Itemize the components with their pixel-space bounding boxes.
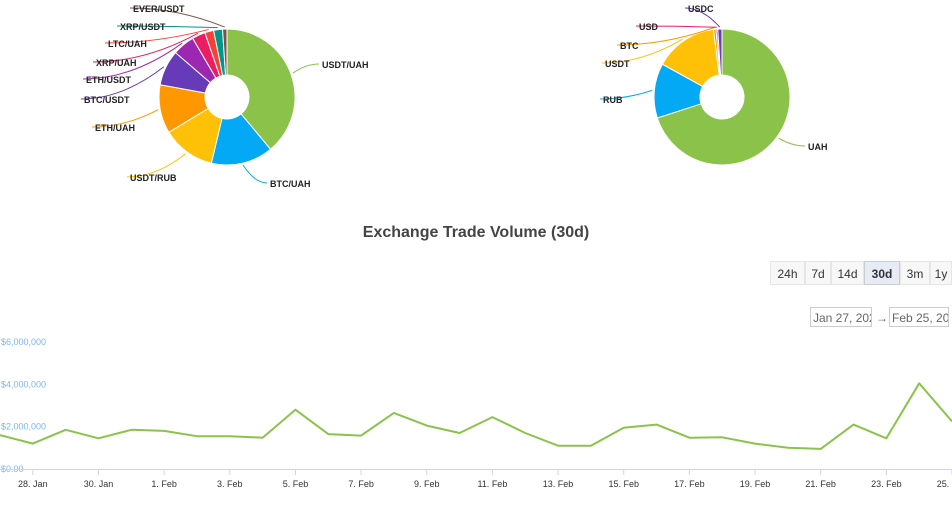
pie-label-usdc: USDC [688,4,714,14]
pie-slice-usdc[interactable] [717,28,723,76]
pie-label-eth-usdt: ETH/USDT [86,75,132,85]
pie-connector-usdt [601,38,683,64]
pie-slice-usdt-uah[interactable] [226,28,296,150]
pie-label-ever-usdt: EVER/USDT [133,4,185,14]
date-separator: → [876,311,888,325]
pie-slice-ever-usdt[interactable] [221,28,228,76]
range-24h-button[interactable]: 24h [770,261,805,285]
pie-label-xrp-uah: XRP/UAH [96,58,137,68]
x-tick-label: 23. Feb [871,479,902,489]
pie-connector-usdt-uah [292,63,320,74]
pie-slice-uah[interactable] [656,28,791,166]
pie-connector-ltc-uah [104,28,209,44]
pie-connector-usd [635,25,717,28]
x-tick-label: 7. Feb [348,479,374,489]
chart-title: Exchange Trade Volume (30d) [362,224,590,241]
x-tick-label: 17. Feb [674,479,705,489]
pie-label-usdt-rub: USDT/RUB [130,173,177,183]
pie-charts-area: USDT/UAH BTC/UAH USDT/RUB ETH/UAH BTC/USDT ET… [0,0,952,210]
x-tick-label: 3. Feb [217,479,243,489]
pie-label-ltc-uah: LTC/UAH [108,39,147,49]
pie-connector-btc-usdt [80,66,165,100]
pie-connector-btc-uah [242,164,268,184]
y-tick-label: $2,000,000 [1,422,46,432]
series-line[interactable] [0,382,952,450]
pie-label-btc-usdt: BTC/USDT [84,95,130,105]
x-tick-label: 30. Jan [84,479,114,489]
y-tick-label: $6,000,000 [1,337,46,347]
pie-connector-rub [599,89,653,100]
range-1y-button[interactable]: 1y [930,261,952,285]
range-14d-button[interactable]: 14d [831,261,864,285]
x-tick-label: 28. Jan [18,479,48,489]
pie-label-btc-uah: BTC/UAH [270,179,311,189]
pie-label-rub: RUB [603,95,623,105]
x-tick-label: 13. Feb [543,479,574,489]
range-3m-button[interactable]: 3m [900,261,930,285]
x-tick-label: 5. Feb [283,479,309,489]
pie-connector-usdc [684,7,721,28]
range-30d-button[interactable]: 30d [864,261,900,285]
pie-connector-eth-uah [91,109,159,128]
x-tick-label: 9. Feb [414,479,440,489]
pie-charts: USDT/UAH BTC/UAH USDT/RUB ETH/UAH BTC/USDT ET… [80,4,828,189]
pie-connector-xrp-usdt [116,25,218,29]
range-7d-button[interactable]: 7d [805,261,831,285]
date-from-input[interactable]: Jan 27, 2022 [810,307,872,327]
pie-label-btc: BTC [620,41,639,51]
pie-connector-uah [778,137,806,147]
pie-label-uah: UAH [808,142,828,152]
x-tick-label: 11. Feb [477,479,507,489]
pie-label-usdt: USDT [605,59,630,69]
x-tick-label: 21. Feb [805,479,836,489]
pie-connector-usdt-rub [126,153,187,178]
pie-connector-btc [616,26,715,46]
x-tick-label: 1. Feb [151,479,177,489]
donut-chart-1: USDT/UAH BTC/UAH USDT/RUB ETH/UAH BTC/USDT ET… [80,4,369,189]
pie-connector-xrp-uah [92,32,199,63]
x-tick-label: 25. Feb [937,479,952,489]
date-to-input[interactable]: Feb 25, 2022 [889,307,949,327]
x-tick-label: 19. Feb [740,479,771,489]
pie-label-usd: USD [639,22,659,32]
y-tick-label: $4,000,000 [1,379,46,389]
pie-connector-ever-usdt [129,7,225,28]
line-chart-area: $0.00 $2,000,000 $4,000,000 $6,000,000 28. J… [0,330,952,504]
pie-connector-eth-usdt [82,42,183,80]
pie-label-xrp-usdt: XRP/USDT [120,22,166,32]
pie-label-usdt-uah: USDT/UAH [322,60,369,70]
x-tick-label: 15. Feb [608,479,639,489]
pie-label-eth-uah: ETH/UAH [95,123,135,133]
